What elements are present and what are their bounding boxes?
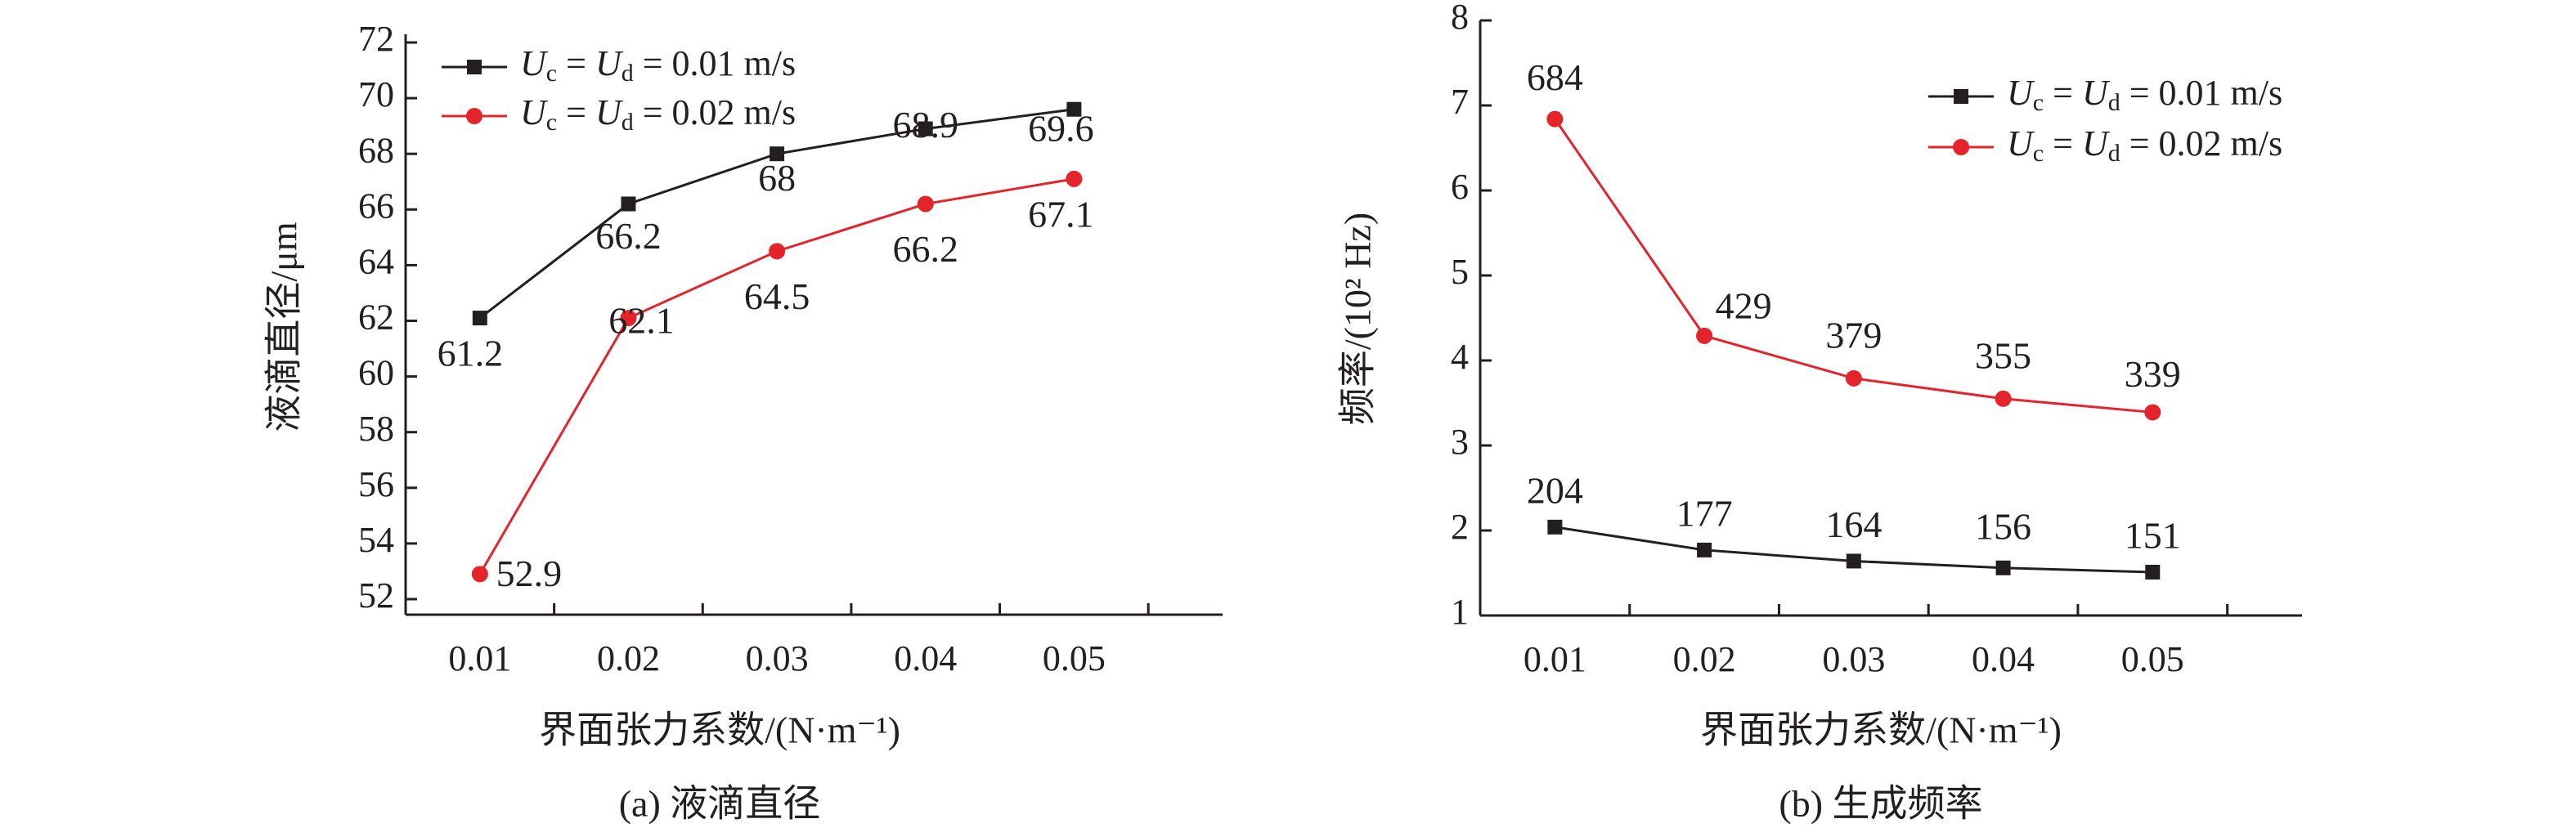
panel-a-data-labels: 61.2 66.2 68 68.9 69.6 52.9 62.1 64.5 66.2 67.1 <box>438 104 1094 594</box>
y-tick-label: 70 <box>358 74 394 114</box>
x-tick-label: 0.03 <box>1822 639 1885 679</box>
y-tick-label: 62 <box>358 298 394 338</box>
y-tick-label: 3 <box>1451 422 1469 462</box>
legend-label: Uc = Ud = 0.01 m/s <box>520 43 796 87</box>
data-point <box>2145 564 2161 580</box>
y-tick-label: 54 <box>358 520 394 560</box>
data-label: 204 <box>1527 469 1583 511</box>
data-point <box>1066 170 1083 187</box>
panel-b-caption: (b) 生成频率 <box>1779 783 1982 825</box>
legend-label: Uc = Ud = 0.02 m/s <box>2007 123 2282 167</box>
data-label: 164 <box>1825 504 1882 545</box>
data-point <box>471 566 488 583</box>
panel-b-generation-frequency: 1 2 3 4 5 6 7 8 0.01 0.02 0.03 0.04 0.05 204 177 164 1… <box>1337 0 2302 825</box>
panel-b-x-axis-title: 界面张力系数/(N·m⁻¹) <box>1700 709 2062 751</box>
y-tick-label: 58 <box>358 409 394 449</box>
data-point <box>1547 519 1563 535</box>
x-tick-label: 0.05 <box>2121 639 2184 679</box>
y-tick-label: 72 <box>358 19 394 59</box>
data-point <box>1995 560 2011 575</box>
panel-a-y-ticks: 52 54 56 58 60 62 64 66 68 70 72 <box>358 19 417 615</box>
y-tick-label: 5 <box>1451 252 1469 292</box>
data-label: 156 <box>1975 505 2031 547</box>
x-tick-label: 0.04 <box>1972 639 2035 679</box>
x-tick-label: 0.05 <box>1043 638 1106 678</box>
data-label: 64.5 <box>744 275 810 317</box>
legend-marker <box>1953 139 1969 155</box>
data-point <box>1546 110 1564 128</box>
legend-label: Uc = Ud = 0.01 m/s <box>2007 73 2282 116</box>
panel-b-series <box>1546 110 2161 580</box>
data-point <box>770 146 785 162</box>
x-tick-label: 0.01 <box>1524 639 1586 679</box>
y-tick-label: 60 <box>358 353 394 393</box>
data-label: 429 <box>1716 284 1772 326</box>
data-point <box>2144 404 2161 421</box>
y-tick-label: 64 <box>358 241 394 281</box>
legend-marker <box>1954 89 1968 104</box>
data-label: 67.1 <box>1028 193 1094 235</box>
panel-a-x-axis-title: 界面张力系数/(N·m⁻¹) <box>539 709 900 751</box>
data-label: 151 <box>2125 515 2181 557</box>
panel-b-y-ticks: 1 2 3 4 5 6 7 8 <box>1451 0 1492 632</box>
legend-marker <box>466 108 482 124</box>
data-label: 69.6 <box>1028 107 1094 149</box>
data-point <box>769 243 786 260</box>
panel-b-y-axis-title: 频率/(10² Hz) <box>1337 213 1379 425</box>
y-tick-label: 2 <box>1451 507 1469 547</box>
data-label: 379 <box>1825 314 1882 356</box>
data-point <box>918 121 933 137</box>
data-label: 52.9 <box>496 553 563 594</box>
data-label: 66.2 <box>892 228 958 270</box>
y-tick-label: 66 <box>358 186 394 226</box>
x-tick-label: 0.02 <box>1673 639 1736 679</box>
data-label: 355 <box>1975 334 2031 376</box>
data-point <box>1995 390 2012 407</box>
data-label: 68.9 <box>892 104 958 145</box>
y-tick-label: 6 <box>1451 167 1469 207</box>
panel-a-series <box>471 101 1083 583</box>
y-tick-label: 56 <box>358 464 394 504</box>
data-label: 61.2 <box>438 333 504 374</box>
data-label: 177 <box>1676 492 1733 534</box>
series-line <box>478 177 1075 575</box>
panel-b-x-ticks: 0.01 0.02 0.03 0.04 0.05 <box>1524 604 2229 679</box>
data-point <box>620 310 637 327</box>
panel-b-data-labels: 204 177 164 156 151 684 429 379 355 339 <box>1527 56 2181 556</box>
y-tick-label: 4 <box>1451 337 1469 377</box>
panel-b-legend: Uc = Ud = 0.01 m/s Uc = Ud = 0.02 m/s <box>1928 73 2282 167</box>
legend-marker <box>467 60 482 74</box>
data-point <box>621 196 636 212</box>
x-tick-label: 0.03 <box>746 638 809 678</box>
y-tick-label: 1 <box>1451 592 1469 632</box>
data-point <box>1846 553 1861 569</box>
data-point <box>1066 101 1082 117</box>
panel-a-x-ticks: 0.01 0.02 0.03 0.04 0.05 <box>448 603 1150 678</box>
data-label: 66.2 <box>595 215 662 257</box>
data-label: 684 <box>1527 56 1583 98</box>
x-tick-label: 0.02 <box>597 638 660 678</box>
data-label: 62.1 <box>608 300 675 342</box>
data-point <box>1845 369 1862 387</box>
data-point <box>1696 327 1713 344</box>
y-tick-label: 8 <box>1451 0 1469 37</box>
x-tick-label: 0.01 <box>448 638 511 678</box>
panel-a-caption: (a) 液滴直径 <box>619 783 821 825</box>
data-point <box>472 311 487 326</box>
y-tick-label: 68 <box>358 130 394 170</box>
data-label: 339 <box>2125 353 2181 395</box>
data-label: 68 <box>758 157 796 199</box>
x-tick-label: 0.04 <box>894 638 957 678</box>
legend-label: Uc = Ud = 0.02 m/s <box>520 92 796 136</box>
y-tick-label: 52 <box>358 575 394 615</box>
data-point <box>1697 542 1712 557</box>
data-point <box>917 195 934 213</box>
panel-a-legend: Uc = Ud = 0.01 m/s Uc = Ud = 0.02 m/s <box>442 43 796 136</box>
y-tick-label: 7 <box>1451 82 1469 122</box>
panel-a-y-axis-title: 液滴直径/μm <box>263 222 305 432</box>
